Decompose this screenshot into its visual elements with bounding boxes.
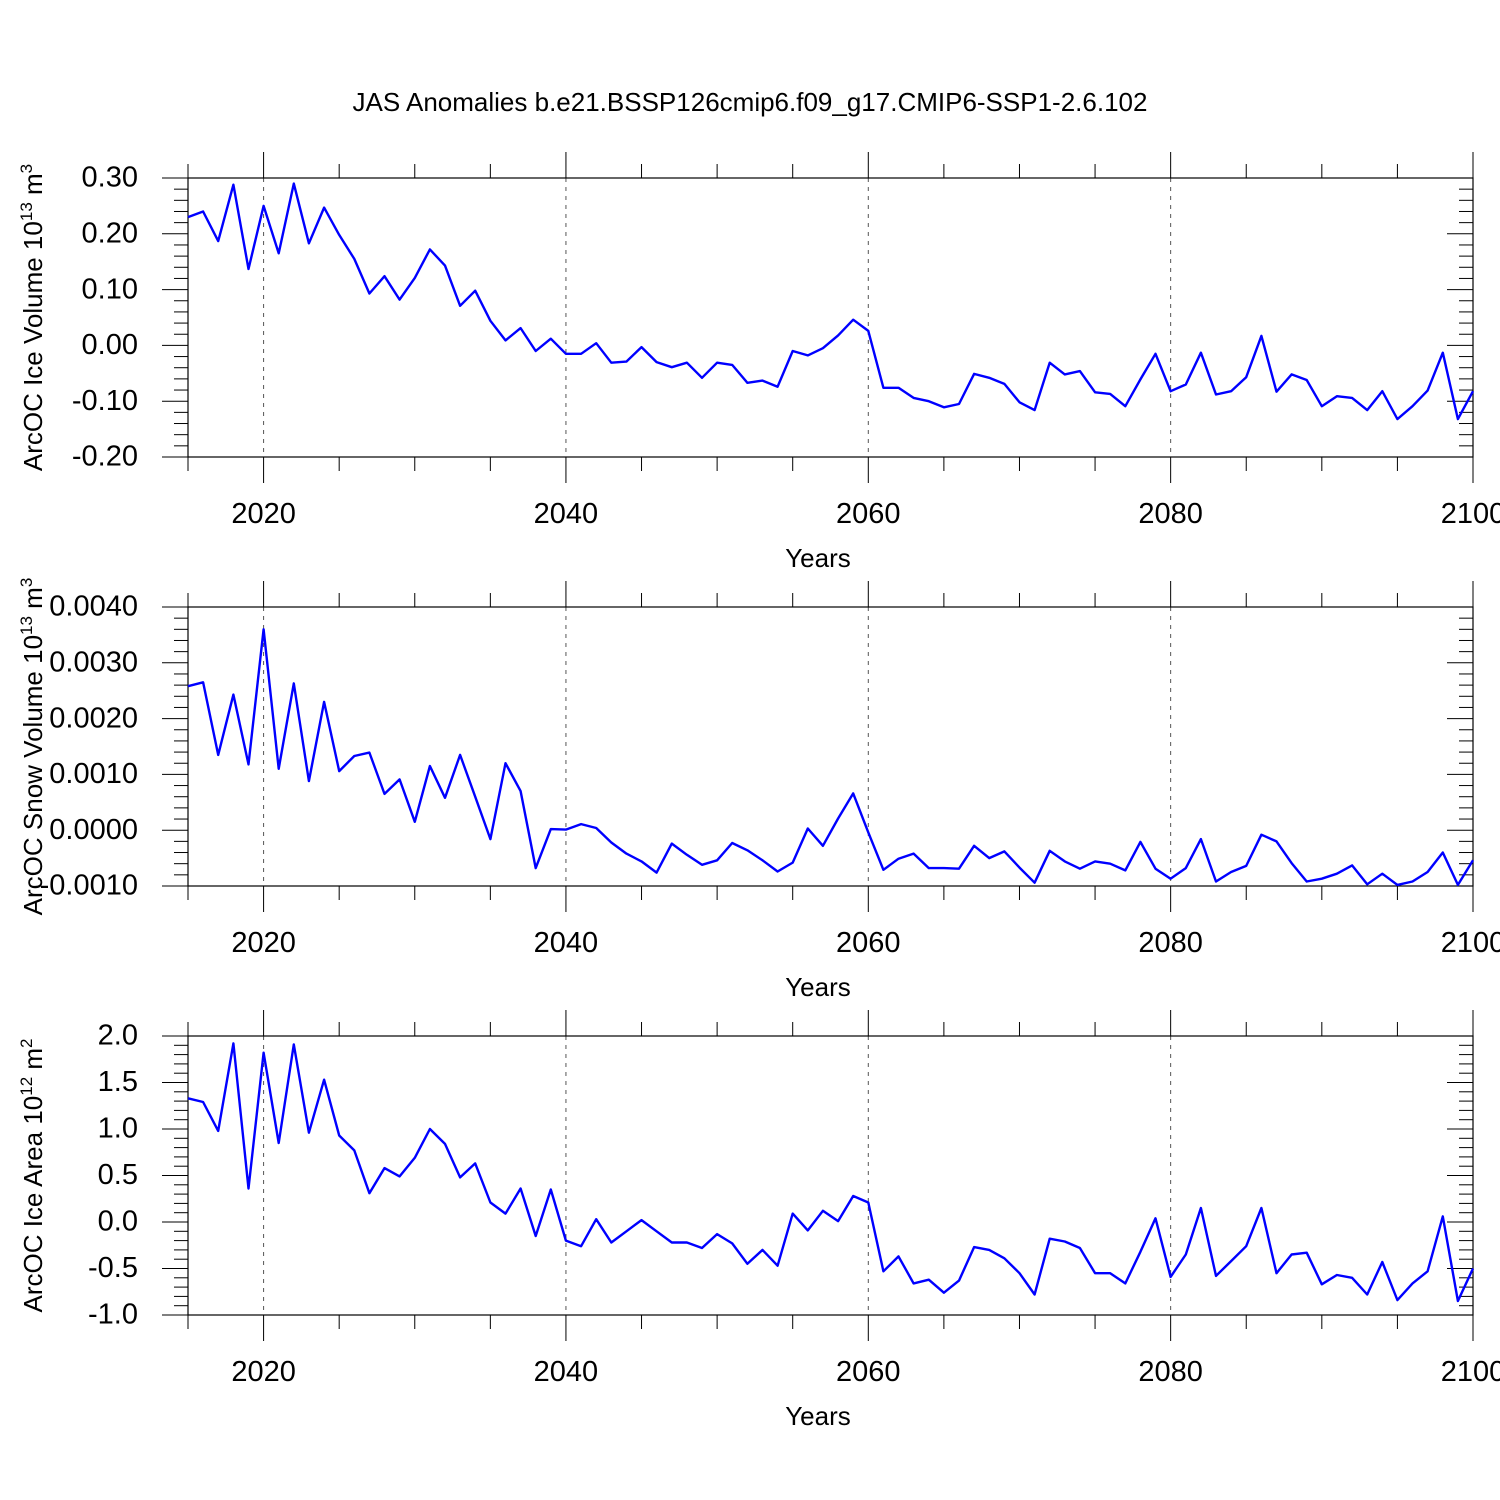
x-tick-label: 2040 — [534, 1356, 599, 1388]
y-tick-label: -0.20 — [72, 441, 138, 473]
panel-1: -0.20 -0.10 0.00 0.10 0.20 0.30 2020 2040 2060 20… — [17, 152, 1500, 573]
x-tick-label: 2100 — [1441, 927, 1500, 959]
x-tick-label: 2100 — [1441, 498, 1500, 530]
x-axis-label: Years — [785, 543, 851, 573]
y-tick-label: -0.10 — [72, 385, 138, 417]
x-tick-label: 2020 — [231, 927, 296, 959]
plot-frame — [187, 177, 1474, 458]
y-tick-label: 0.0 — [98, 1206, 138, 1238]
y-tick-label: 0.30 — [82, 162, 138, 194]
x-tick-label: 2020 — [231, 498, 296, 530]
x-tick-label: 2100 — [1441, 1356, 1500, 1388]
y-tick-label: 0.0020 — [49, 702, 138, 734]
x-tick-label: 2080 — [1138, 498, 1203, 530]
x-tick-label: 2040 — [534, 498, 599, 530]
y-axis-label: ArcOC Ice Volume 1013 m3 — [17, 164, 48, 471]
y-tick-label: -0.5 — [88, 1252, 138, 1284]
series-line — [187, 628, 1475, 887]
chart-title: JAS Anomalies b.e21.BSSP126cmip6.f09_g17… — [353, 87, 1148, 117]
y-tick-label: 0.0010 — [49, 758, 138, 790]
panel-2: -0.0010 0.0000 0.0010 0.0020 0.0030 0.0040 202… — [17, 578, 1500, 1002]
panel-3: -1.0 -0.5 0.0 0.5 1.0 1.5 2.0 2020 2040 2060 2080 2… — [17, 1010, 1500, 1431]
plot-frame — [187, 606, 1474, 887]
x-axis-label: Years — [785, 1401, 851, 1431]
y-tick-label: 0.20 — [82, 217, 138, 249]
x-tick-label: 2080 — [1138, 1356, 1203, 1388]
x-tick-label: 2080 — [1138, 927, 1203, 959]
y-tick-label: 0.0040 — [49, 591, 138, 623]
y-tick-label: 0.00 — [82, 329, 138, 361]
y-tick-label: 2.0 — [98, 1020, 138, 1052]
y-tick-label: 1.5 — [98, 1066, 138, 1098]
y-tick-label: 0.5 — [98, 1159, 138, 1191]
x-tick-label: 2060 — [836, 1356, 901, 1388]
y-tick-label: -0.0010 — [40, 870, 138, 902]
y-tick-label: 1.0 — [98, 1113, 138, 1145]
x-tick-label: 2060 — [836, 498, 901, 530]
series-line — [187, 182, 1475, 421]
x-tick-label: 2020 — [231, 1356, 296, 1388]
x-axis-label: Years — [785, 972, 851, 1002]
series-line — [187, 1042, 1475, 1303]
y-tick-label: 0.0030 — [49, 646, 138, 678]
y-tick-label: 0.10 — [82, 273, 138, 305]
y-tick-label: -1.0 — [88, 1299, 138, 1331]
y-axis-label: ArcOC Ice Area 1012 m2 — [17, 1038, 48, 1312]
y-tick-label: 0.0000 — [49, 814, 138, 846]
y-axis-label: ArcOC Snow Volume 1013 m3 — [17, 578, 48, 916]
x-tick-label: 2060 — [836, 927, 901, 959]
x-tick-label: 2040 — [534, 927, 599, 959]
